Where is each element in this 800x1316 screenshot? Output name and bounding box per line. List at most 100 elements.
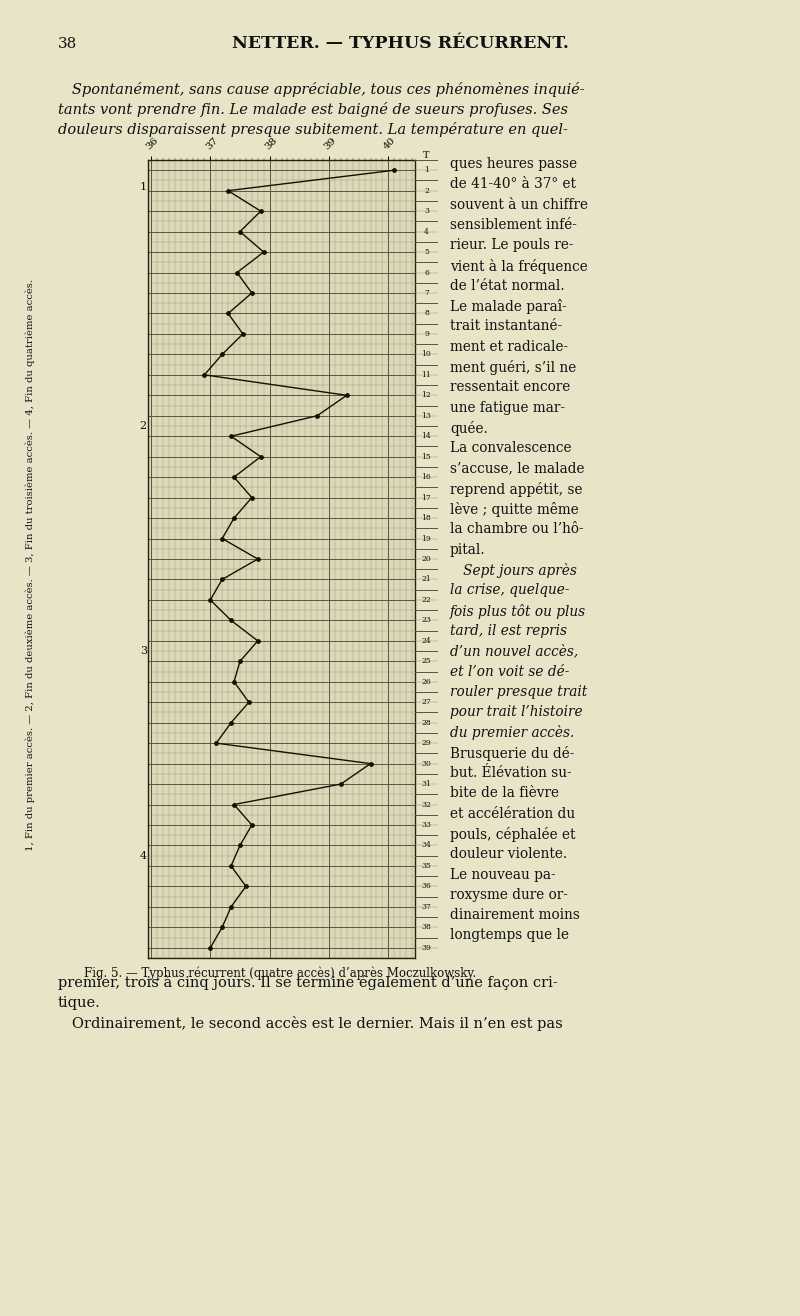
Text: pouls, céphalée et: pouls, céphalée et <box>450 826 575 842</box>
Text: 12: 12 <box>422 391 431 399</box>
Text: 22: 22 <box>422 596 431 604</box>
Text: 2: 2 <box>140 421 147 432</box>
Point <box>228 508 241 529</box>
Text: s’accuse, le malade: s’accuse, le malade <box>450 462 585 475</box>
Text: fois plus tôt ou plus: fois plus tôt ou plus <box>450 604 586 619</box>
Text: 1: 1 <box>424 166 429 174</box>
Text: 3: 3 <box>424 207 429 215</box>
Text: 3: 3 <box>140 646 147 657</box>
Text: 30: 30 <box>422 759 431 767</box>
Point <box>246 487 258 508</box>
Text: et l’on voit se dé-: et l’on voit se dé- <box>450 665 570 679</box>
Text: du premier accès.: du premier accès. <box>450 725 574 741</box>
Text: Spontanément, sans cause appréciable, tous ces phénomènes inquié-: Spontanément, sans cause appréciable, to… <box>58 82 585 97</box>
Point <box>254 446 267 467</box>
Text: Le malade paraî-: Le malade paraî- <box>450 299 566 315</box>
Text: et accélération du: et accélération du <box>450 807 575 821</box>
Text: dinairement moins: dinairement moins <box>450 908 580 923</box>
Text: La convalescence: La convalescence <box>450 441 571 455</box>
Text: tants vont prendre fin. Le malade est baigné de sueurs profuses. Ses: tants vont prendre fin. Le malade est ba… <box>58 103 568 117</box>
Point <box>228 794 241 815</box>
Text: 25: 25 <box>422 657 431 666</box>
Text: 34: 34 <box>422 841 431 849</box>
Text: de 41-40° à 37° et: de 41-40° à 37° et <box>450 178 576 191</box>
Point <box>225 425 238 446</box>
Text: 26: 26 <box>422 678 431 686</box>
Text: ques heures passe: ques heures passe <box>450 157 577 171</box>
Text: 29: 29 <box>422 740 431 747</box>
Text: douleur violente.: douleur violente. <box>450 848 567 861</box>
Point <box>242 692 255 713</box>
Point <box>254 200 267 221</box>
Point <box>228 671 241 692</box>
Point <box>204 590 217 611</box>
Point <box>225 855 238 876</box>
Text: d’un nouvel accès,: d’un nouvel accès, <box>450 645 578 658</box>
Text: vient à la fréquence: vient à la fréquence <box>450 258 588 274</box>
Text: 24: 24 <box>422 637 431 645</box>
Point <box>198 365 210 386</box>
Text: 6: 6 <box>424 268 429 276</box>
Text: ment et radicale-: ment et radicale- <box>450 340 568 354</box>
Point <box>258 242 270 263</box>
Point <box>230 262 243 283</box>
Text: longtemps que le: longtemps que le <box>450 928 569 942</box>
Text: 15: 15 <box>422 453 431 461</box>
Text: 10: 10 <box>422 350 431 358</box>
Text: quée.: quée. <box>450 421 488 436</box>
Text: 38: 38 <box>422 924 431 932</box>
Text: bite de la fièvre: bite de la fièvre <box>450 786 559 800</box>
Point <box>204 937 217 958</box>
Text: de l’état normal.: de l’état normal. <box>450 279 565 292</box>
Text: Le nouveau pa-: Le nouveau pa- <box>450 867 556 882</box>
Text: sensiblement infé-: sensiblement infé- <box>450 218 577 232</box>
Text: 5: 5 <box>424 249 429 257</box>
Text: 31: 31 <box>422 780 431 788</box>
Text: pital.: pital. <box>450 542 486 557</box>
Text: la chambre ou l’hô-: la chambre ou l’hô- <box>450 522 584 537</box>
Text: 39: 39 <box>422 944 431 951</box>
Point <box>216 343 229 365</box>
Text: 14: 14 <box>422 432 431 441</box>
Text: 32: 32 <box>422 800 431 808</box>
Text: 21: 21 <box>422 575 431 583</box>
Text: 20: 20 <box>422 555 431 563</box>
Point <box>225 896 238 917</box>
Text: tard, il est repris: tard, il est repris <box>450 624 567 638</box>
Point <box>234 651 246 672</box>
Point <box>210 733 222 754</box>
Text: souvent à un chiffre: souvent à un chiffre <box>450 197 588 212</box>
Text: 37: 37 <box>422 903 431 911</box>
Text: T: T <box>423 151 430 161</box>
Point <box>334 774 347 795</box>
Point <box>225 609 238 630</box>
Text: rieur. Le pouls re-: rieur. Le pouls re- <box>450 238 574 253</box>
Text: 4: 4 <box>424 228 429 236</box>
Text: trait instantané-: trait instantané- <box>450 320 562 333</box>
Text: 33: 33 <box>422 821 431 829</box>
Text: 1, Fin du premier accès. — 2, Fin du deuxième accès. — 3, Fin du troisième accès: 1, Fin du premier accès. — 2, Fin du deu… <box>26 279 34 851</box>
Text: douleurs disparaissent presque subitement. La température en quel-: douleurs disparaissent presque subitemen… <box>58 122 568 137</box>
Text: 1: 1 <box>140 182 147 192</box>
Text: Fig. 5. — Typhus récurrent (quatre accès) d’après Moczulkowsky.: Fig. 5. — Typhus récurrent (quatre accès… <box>84 967 476 980</box>
Text: 23: 23 <box>422 616 431 624</box>
Point <box>340 384 353 405</box>
Text: 16: 16 <box>422 474 431 482</box>
Text: tique.: tique. <box>58 995 101 1009</box>
Point <box>222 180 234 201</box>
Text: NETTER. — TYPHUS RÉCURRENT.: NETTER. — TYPHUS RÉCURRENT. <box>231 36 569 53</box>
Point <box>228 467 241 488</box>
Point <box>388 159 401 180</box>
Point <box>239 876 252 898</box>
Point <box>364 753 377 774</box>
Point <box>216 528 229 549</box>
Text: 28: 28 <box>422 719 431 726</box>
Text: rouler presque trait: rouler presque trait <box>450 684 587 699</box>
Text: premier, trois à cinq jours. Il se termine également d’une façon cri-: premier, trois à cinq jours. Il se termi… <box>58 975 558 990</box>
Point <box>237 324 250 345</box>
Text: but. Élévation su-: but. Élévation su- <box>450 766 572 780</box>
Text: la crise, quelque-: la crise, quelque- <box>450 583 570 597</box>
Text: 19: 19 <box>422 534 431 542</box>
Text: Ordinairement, le second accès est le dernier. Mais il n’en est pas: Ordinairement, le second accès est le de… <box>58 1016 562 1030</box>
Text: 38: 38 <box>58 37 78 51</box>
